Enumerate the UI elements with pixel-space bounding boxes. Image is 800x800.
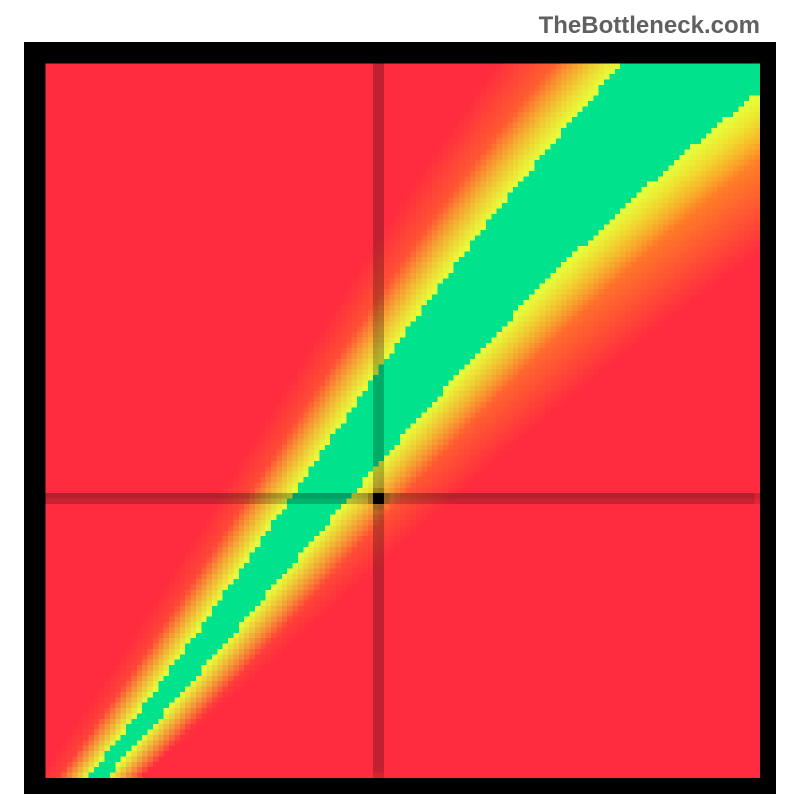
watermark-text: TheBottleneck.com bbox=[539, 12, 760, 40]
bottleneck-heatmap bbox=[24, 42, 776, 794]
